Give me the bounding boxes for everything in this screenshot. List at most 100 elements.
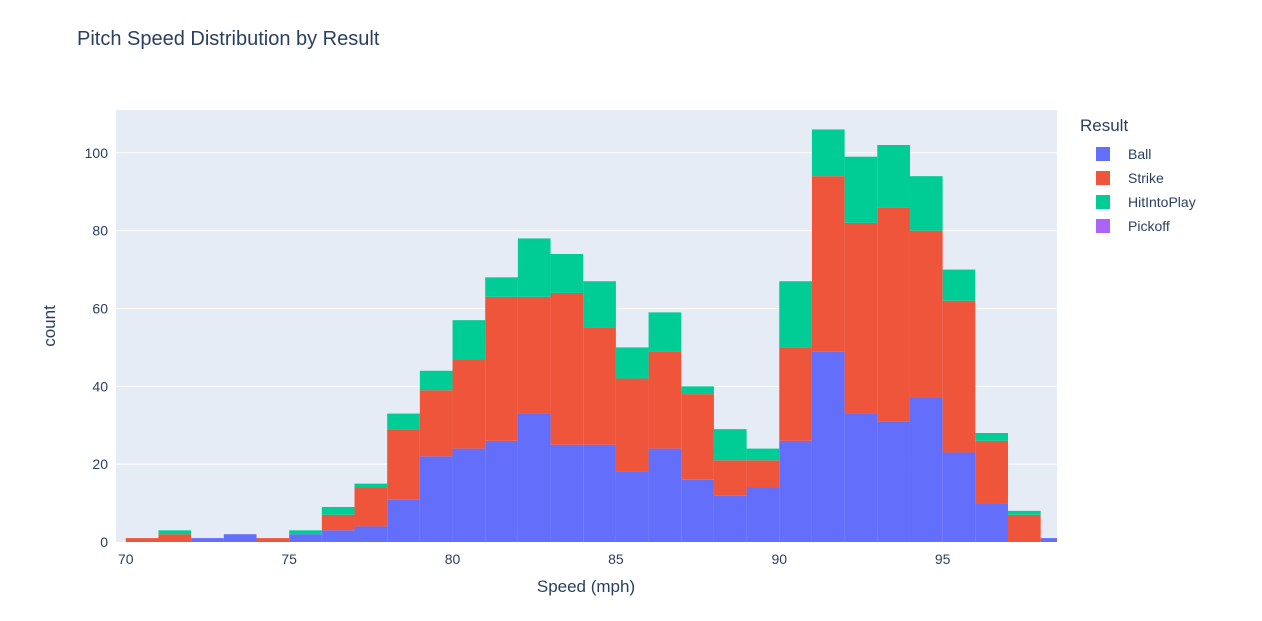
bar-strike[interactable] bbox=[811, 176, 845, 352]
legend-item-hitintoplay[interactable]: HitIntoPlay bbox=[1080, 190, 1196, 214]
bar-hitintoplay[interactable] bbox=[354, 483, 388, 488]
legend: Result Ball Strike HitIntoPlay Pickoff bbox=[1080, 116, 1196, 238]
legend-item-strike[interactable]: Strike bbox=[1080, 166, 1196, 190]
bar-ball[interactable] bbox=[550, 444, 584, 542]
bar-hitintoplay[interactable] bbox=[844, 156, 878, 223]
y-tick-label: 20 bbox=[92, 456, 108, 472]
y-tick-label: 40 bbox=[92, 378, 108, 394]
bar-hitintoplay[interactable] bbox=[681, 386, 714, 395]
bar-strike[interactable] bbox=[354, 487, 388, 527]
y-tick-label: 80 bbox=[92, 223, 108, 239]
legend-label-pickoff: Pickoff bbox=[1128, 218, 1170, 234]
bar-strike[interactable] bbox=[713, 460, 747, 496]
bar-ball[interactable] bbox=[975, 503, 1008, 542]
bar-hitintoplay[interactable] bbox=[387, 413, 420, 430]
bar-ball[interactable] bbox=[713, 495, 747, 542]
bar-ball[interactable] bbox=[321, 530, 355, 542]
bar-hitintoplay[interactable] bbox=[746, 448, 780, 461]
bar-hitintoplay[interactable] bbox=[321, 506, 355, 515]
x-tick-label: 70 bbox=[118, 551, 134, 567]
bar-strike[interactable] bbox=[550, 292, 584, 445]
chart-title: Pitch Speed Distribution by Result bbox=[77, 28, 380, 50]
bar-hitintoplay[interactable] bbox=[550, 254, 584, 293]
bar-strike[interactable] bbox=[909, 230, 943, 398]
bar-hitintoplay[interactable] bbox=[419, 370, 453, 391]
bar-hitintoplay[interactable] bbox=[289, 530, 322, 535]
bar-ball[interactable] bbox=[844, 413, 878, 542]
bar-hitintoplay[interactable] bbox=[452, 320, 486, 360]
bar-ball[interactable] bbox=[648, 448, 682, 542]
bar-ball[interactable] bbox=[517, 413, 551, 542]
bar-hitintoplay[interactable] bbox=[583, 281, 616, 328]
bar-ball[interactable] bbox=[191, 538, 224, 542]
bar-strike[interactable] bbox=[583, 327, 616, 445]
bar-strike[interactable] bbox=[387, 429, 420, 500]
bar-strike[interactable] bbox=[942, 300, 976, 453]
bar-strike[interactable] bbox=[844, 222, 878, 414]
bar-strike[interactable] bbox=[452, 359, 486, 449]
x-tick-label: 80 bbox=[445, 551, 461, 567]
bar-ball[interactable] bbox=[223, 534, 257, 542]
bar-ball[interactable] bbox=[452, 448, 486, 542]
bar-hitintoplay[interactable] bbox=[713, 429, 747, 461]
bar-ball[interactable] bbox=[387, 499, 420, 542]
bar-hitintoplay[interactable] bbox=[1007, 510, 1041, 515]
bar-strike[interactable] bbox=[975, 440, 1008, 504]
legend-item-ball[interactable]: Ball bbox=[1080, 142, 1196, 166]
bar-hitintoplay[interactable] bbox=[158, 530, 192, 535]
legend-swatch-pickoff bbox=[1096, 219, 1110, 233]
legend-title: Result bbox=[1080, 116, 1129, 135]
bar-ball[interactable] bbox=[746, 487, 780, 542]
bar-strike[interactable] bbox=[779, 347, 812, 441]
bar-strike[interactable] bbox=[746, 460, 780, 488]
bar-strike[interactable] bbox=[517, 296, 551, 414]
bar-hitintoplay[interactable] bbox=[975, 433, 1008, 441]
bar-ball[interactable] bbox=[583, 444, 616, 542]
bar-ball[interactable] bbox=[615, 471, 649, 542]
bar-ball[interactable] bbox=[354, 526, 388, 542]
bar-ball[interactable] bbox=[779, 440, 812, 542]
bar-hitintoplay[interactable] bbox=[615, 347, 649, 379]
bar-hitintoplay[interactable] bbox=[877, 145, 910, 208]
bar-hitintoplay[interactable] bbox=[485, 277, 518, 297]
y-tick-label: 60 bbox=[92, 300, 108, 316]
bar-strike[interactable] bbox=[125, 538, 159, 542]
bar-strike[interactable] bbox=[681, 394, 714, 480]
bar-strike[interactable] bbox=[256, 538, 290, 542]
bars bbox=[125, 129, 1057, 542]
bar-ball[interactable] bbox=[877, 421, 910, 542]
bar-ball[interactable] bbox=[811, 351, 845, 542]
bar-hitintoplay[interactable] bbox=[779, 281, 812, 348]
bar-ball[interactable] bbox=[289, 534, 322, 542]
bar-ball[interactable] bbox=[909, 398, 943, 542]
bar-ball[interactable] bbox=[419, 456, 453, 542]
y-axis-label: count bbox=[40, 305, 59, 347]
bar-hitintoplay[interactable] bbox=[811, 129, 845, 177]
legend-item-pickoff[interactable]: Pickoff bbox=[1080, 214, 1196, 238]
x-tick-label: 95 bbox=[935, 551, 951, 567]
bar-strike[interactable] bbox=[615, 378, 649, 472]
bar-hitintoplay[interactable] bbox=[909, 176, 943, 231]
bar-strike[interactable] bbox=[877, 207, 910, 422]
bar-strike[interactable] bbox=[321, 514, 355, 531]
bar-strike[interactable] bbox=[158, 534, 192, 542]
bar-hitintoplay[interactable] bbox=[517, 238, 551, 297]
bar-strike[interactable] bbox=[485, 296, 518, 441]
bar-hitintoplay[interactable] bbox=[648, 312, 682, 352]
y-tick-label: 100 bbox=[85, 145, 109, 161]
x-tick-label: 85 bbox=[608, 551, 624, 567]
bar-hitintoplay[interactable] bbox=[942, 269, 976, 301]
bar-ball[interactable] bbox=[942, 452, 976, 542]
bar-strike[interactable] bbox=[1007, 514, 1041, 542]
bar-strike[interactable] bbox=[419, 390, 453, 457]
legend-swatch-hitintoplay bbox=[1096, 195, 1110, 209]
x-tick-label: 90 bbox=[771, 551, 787, 567]
bar-ball[interactable] bbox=[1040, 538, 1057, 542]
bar-ball[interactable] bbox=[681, 479, 714, 542]
bar-strike[interactable] bbox=[648, 351, 682, 449]
legend-swatch-ball bbox=[1096, 147, 1110, 161]
bar-ball[interactable] bbox=[485, 440, 518, 542]
legend-swatch-strike bbox=[1096, 171, 1110, 185]
